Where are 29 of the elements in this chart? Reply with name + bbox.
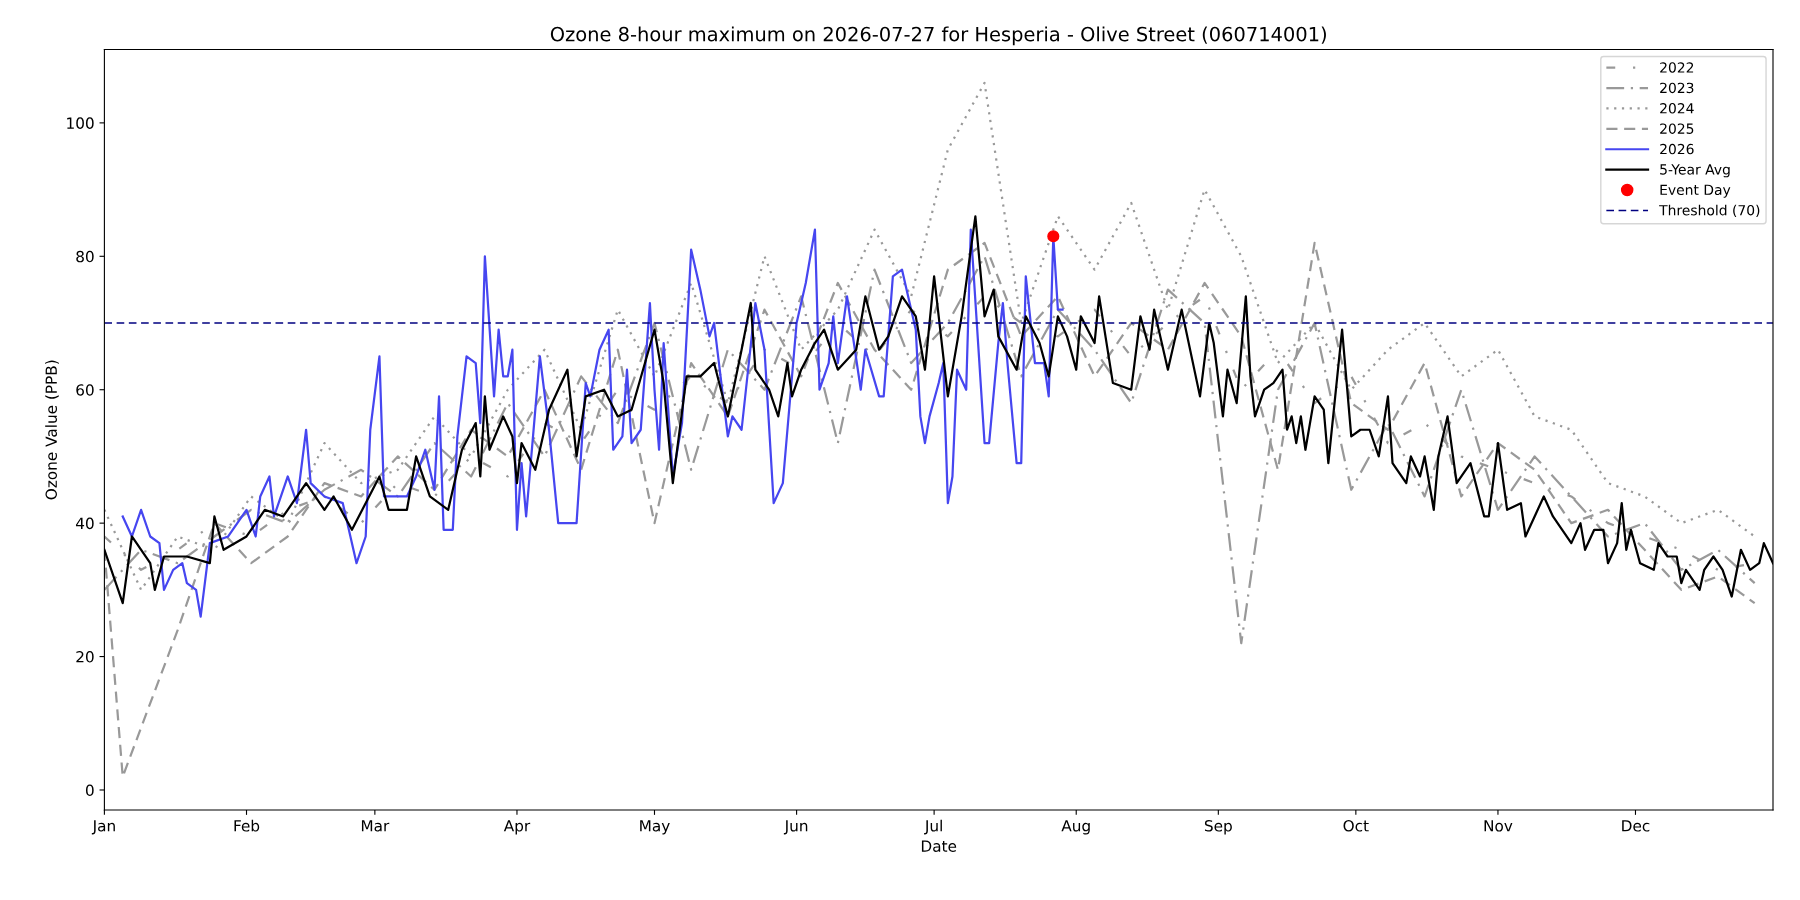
- x-axis-title: Date: [921, 840, 957, 852]
- y-tick-label: 40: [75, 517, 94, 530]
- legend-label: 2025: [1660, 123, 1694, 134]
- x-tick-label: Aug: [1061, 820, 1090, 835]
- y-tick-label: 80: [76, 250, 94, 263]
- x-tick-label: Jan: [91, 820, 115, 835]
- x-tick-label: Feb: [234, 819, 260, 832]
- x-tick-label: Mar: [361, 820, 390, 832]
- x-tick-label: Oct: [1343, 819, 1369, 832]
- y-tick-label: 100: [67, 117, 94, 129]
- legend-label: 2022: [1660, 62, 1694, 73]
- y-tick-label: 0: [85, 784, 94, 797]
- x-tick-label: Jun: [783, 820, 808, 835]
- y-tick-label: 20: [76, 651, 94, 663]
- x-tick-label: Dec: [1622, 820, 1650, 832]
- x-tick-label: Nov: [1484, 820, 1513, 832]
- x-tick-label: Jul: [924, 819, 942, 835]
- x-tick-label: May: [640, 820, 670, 835]
- legend-label: Threshold (70): [1659, 204, 1760, 218]
- legend-label: 5-Year Avg: [1660, 164, 1730, 178]
- x-tick-label: Sep: [1204, 819, 1232, 835]
- y-axis-title: Ozone Value (PPB): [45, 360, 59, 500]
- chart-title: Ozone 8-hour maximum on 2026-07-27 for Hesperia - Olive Street (060714001): [550, 26, 1326, 46]
- legend-label: 2026: [1660, 143, 1694, 155]
- y-tick-label: 60: [76, 384, 94, 396]
- legend-label: 2024: [1660, 103, 1694, 114]
- x-tick-label: Apr: [503, 820, 531, 835]
- legend-label: Event Day: [1660, 184, 1731, 198]
- legend-label: 2023: [1660, 82, 1694, 94]
